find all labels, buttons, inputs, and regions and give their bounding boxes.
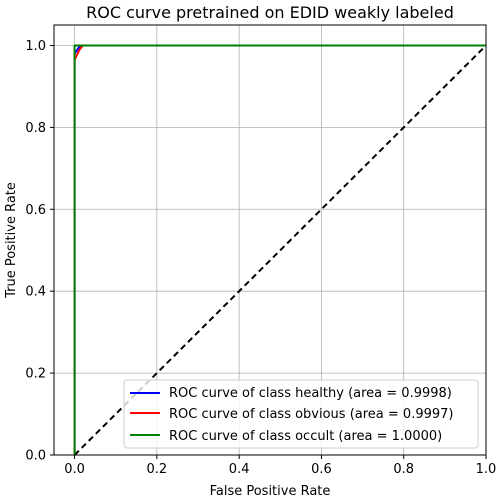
x-axis-ticks: 0.0 0.2 0.4 0.6 0.8 1.0 xyxy=(64,455,496,477)
y-tick-label: 0.4 xyxy=(25,285,46,300)
y-tick-label: 0.0 xyxy=(25,449,46,464)
x-tick-label: 0.0 xyxy=(64,462,85,477)
x-tick-label: 1.0 xyxy=(476,462,497,477)
x-tick-label: 0.2 xyxy=(147,462,168,477)
grid xyxy=(54,25,487,456)
y-tick-label: 0.8 xyxy=(25,121,46,136)
x-axis-label: False Positive Rate xyxy=(210,484,331,499)
x-tick-label: 0.6 xyxy=(311,462,332,477)
chart-title: ROC curve pretrained on EDID weakly labe… xyxy=(86,3,454,22)
y-tick-label: 0.2 xyxy=(25,367,46,382)
legend-box xyxy=(123,379,479,449)
x-tick-label: 0.8 xyxy=(393,462,414,477)
chance-line xyxy=(73,44,487,456)
legend: ROC curve of class healthy (area = 0.999… xyxy=(123,379,479,449)
y-axis-ticks: 0.0 0.2 0.4 0.6 0.8 1.0 xyxy=(25,39,54,464)
legend-label-obvious: ROC curve of class obvious (area = 0.999… xyxy=(169,407,453,422)
series-lines xyxy=(73,44,486,455)
legend-label-occult: ROC curve of class occult (area = 1.0000… xyxy=(169,429,442,444)
y-tick-label: 1.0 xyxy=(25,39,46,54)
plot-frame xyxy=(53,24,487,456)
y-axis-label: True Positive Rate xyxy=(4,182,19,299)
roc-line-occult xyxy=(73,44,486,455)
y-tick-label: 0.6 xyxy=(25,203,46,218)
reference-diagonal xyxy=(73,44,487,456)
legend-label-healthy: ROC curve of class healthy (area = 0.999… xyxy=(169,386,452,401)
x-tick-label: 0.4 xyxy=(229,462,250,477)
